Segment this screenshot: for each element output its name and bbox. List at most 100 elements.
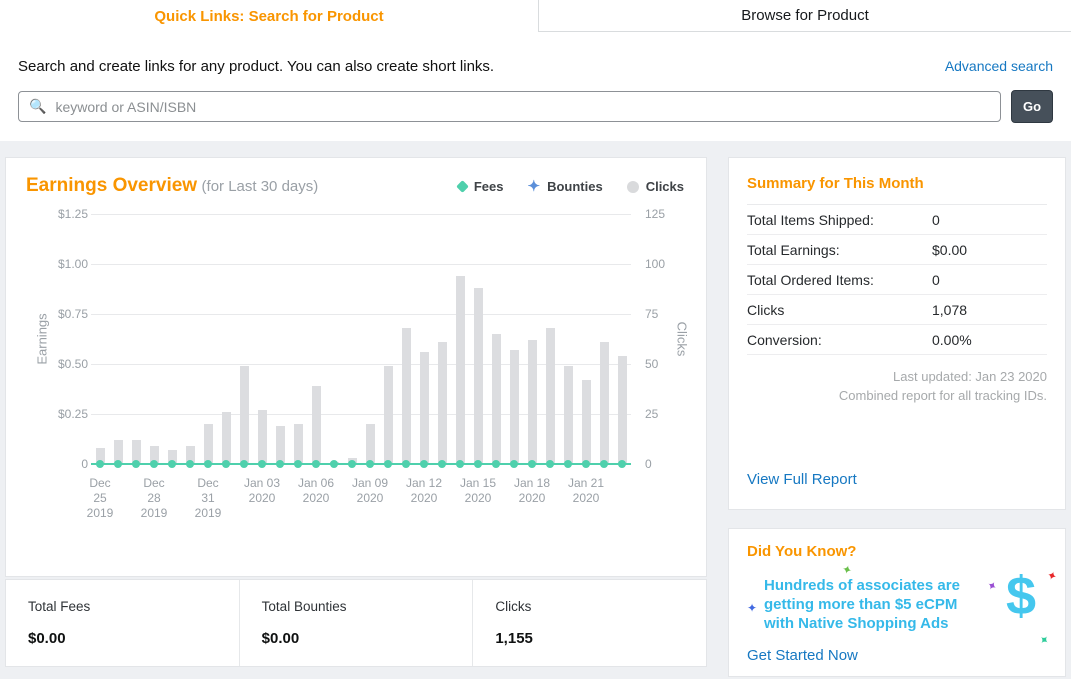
search-area: Search and create links for any product.…	[0, 32, 1071, 123]
legend-label: Clicks	[645, 179, 684, 194]
x-axis-tick-label: Jan 21 2020	[567, 476, 605, 505]
view-full-report-link[interactable]: View Full Report	[747, 471, 857, 488]
x-axis-tick-label: Jan 15 2020	[459, 476, 497, 505]
fees-point	[510, 460, 518, 468]
x-axis-tick-label: Jan 03 2020	[243, 476, 281, 505]
total-clicks-value: 1,155	[495, 630, 533, 647]
fees-point	[312, 460, 320, 468]
fees-point	[168, 460, 176, 468]
summary-row-items-shipped: Total Items Shipped: 0	[747, 205, 1047, 235]
summary-label: Total Ordered Items:	[747, 271, 874, 288]
fees-point	[528, 460, 536, 468]
earnings-heading: Earnings Overview (for Last 30 days)	[26, 175, 318, 197]
summary-label: Total Items Shipped:	[747, 211, 874, 228]
last-updated-note: Last updated: Jan 23 2020	[893, 369, 1047, 384]
chart-bar	[437, 342, 447, 464]
clicks-marker-icon	[626, 180, 639, 193]
fees-point	[150, 460, 158, 468]
chart-bar	[113, 440, 123, 464]
legend-label: Bounties	[547, 179, 603, 194]
fees-point	[222, 460, 230, 468]
search-icon: 🔍	[29, 98, 47, 114]
y-axis-left-tick: $1.25	[57, 207, 88, 221]
search-input[interactable]	[53, 97, 990, 116]
chart-bar	[491, 334, 501, 464]
chart-bar	[527, 340, 537, 464]
x-axis-tick-label: Jan 12 2020	[405, 476, 443, 505]
chart-bar	[275, 426, 285, 464]
total-fees-cell: Total Fees $0.00	[6, 580, 239, 666]
did-you-know-title: Did You Know?	[747, 543, 857, 560]
legend-item-fees[interactable]: Fees	[455, 179, 503, 194]
legend-item-clicks[interactable]: Clicks	[626, 179, 684, 194]
summary-row-clicks: Clicks 1,078	[747, 295, 1047, 325]
combined-report-note: Combined report for all tracking IDs.	[838, 388, 1047, 403]
chart-bar	[581, 380, 591, 464]
chart-bar	[599, 342, 609, 464]
summary-row-earnings: Total Earnings: $0.00	[747, 235, 1047, 265]
x-axis-tick-label: Jan 09 2020	[351, 476, 389, 505]
total-bounties-value: $0.00	[261, 630, 300, 647]
summary-label: Total Earnings:	[747, 241, 840, 258]
legend-item-bounties[interactable]: ✦ Bounties	[527, 179, 602, 194]
fees-point	[474, 460, 482, 468]
fees-marker-icon	[455, 180, 469, 193]
chart-bar	[383, 366, 393, 464]
chart-bar	[473, 288, 483, 464]
fees-point	[348, 460, 356, 468]
earnings-overview-card: Earnings Overview (for Last 30 days) Fee…	[5, 157, 707, 577]
totals-row: Total Fees $0.00 Total Bounties $0.00 Cl…	[5, 579, 707, 667]
fees-point	[456, 460, 464, 468]
summary-title: Summary for This Month	[747, 158, 1047, 205]
get-started-link[interactable]: Get Started Now	[747, 647, 858, 664]
y-axis-right-tick: 100	[645, 257, 666, 271]
summary-value: 0.00%	[932, 331, 972, 348]
gridline	[91, 214, 631, 215]
tab-browse-for-product[interactable]: Browse for Product	[538, 0, 1071, 32]
fees-point	[294, 460, 302, 468]
tab-quick-links[interactable]: Quick Links: Search for Product	[0, 0, 538, 32]
chart-bar	[419, 352, 429, 464]
sparkle-icon: ✦	[840, 561, 854, 579]
advanced-search-link[interactable]: Advanced search	[944, 58, 1053, 74]
chart-bar	[131, 440, 141, 464]
did-you-know-body: Hundreds of associates are getting more …	[747, 562, 1059, 649]
chart-bar	[617, 356, 627, 464]
earnings-subtitle: (for Last 30 days)	[201, 178, 319, 195]
fees-point	[582, 460, 590, 468]
fees-point	[600, 460, 608, 468]
chart-plot	[91, 214, 631, 468]
gridline	[91, 414, 631, 415]
right-axis-title: Clicks	[674, 321, 690, 357]
total-clicks-cell: Clicks 1,155	[472, 580, 706, 666]
fees-point	[402, 460, 410, 468]
summary-value: $0.00	[932, 241, 968, 258]
sparkle-icon: ✦	[1044, 567, 1060, 585]
x-axis-tick-label: Dec 31 2019	[194, 476, 222, 520]
bounties-marker-icon: ✦	[527, 178, 541, 195]
x-axis-tick-label: Jan 18 2020	[513, 476, 551, 505]
fees-point	[132, 460, 140, 468]
summary-card: Summary for This Month Total Items Shipp…	[728, 157, 1066, 510]
sparkle-icon: ✦	[747, 601, 758, 615]
go-button[interactable]: Go	[1011, 90, 1053, 123]
summary-row-conversion: Conversion: 0.00%	[747, 325, 1047, 355]
fees-point	[420, 460, 428, 468]
summary-value: 0	[932, 271, 940, 288]
total-fees-value: $0.00	[28, 630, 66, 647]
chart-bar	[509, 350, 519, 464]
chart-bar	[545, 328, 555, 464]
fees-point	[240, 460, 248, 468]
chart-bar	[401, 328, 411, 464]
gridline	[91, 264, 631, 265]
quick-links-panel: Quick Links: Search for Product Browse f…	[0, 0, 1071, 141]
fees-point	[204, 460, 212, 468]
fees-point	[114, 460, 122, 468]
earnings-title: Earnings Overview	[26, 175, 198, 196]
search-box: 🔍	[18, 91, 1001, 122]
chart-bar	[239, 366, 249, 464]
chart-bar	[95, 448, 105, 464]
fees-point	[96, 460, 104, 468]
x-axis-tick-label: Dec 25 2019	[86, 476, 114, 520]
chart-bar	[149, 446, 159, 464]
